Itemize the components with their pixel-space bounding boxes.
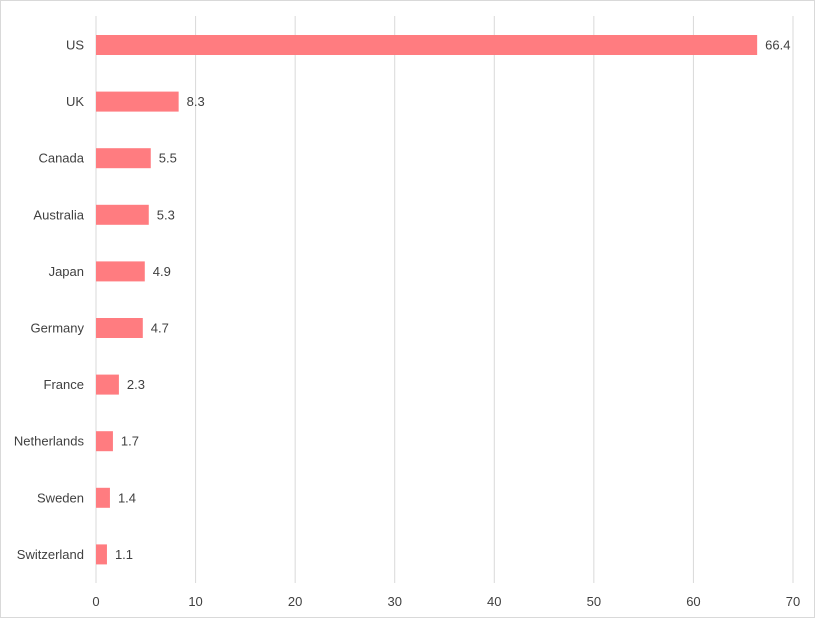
category-labels: US UK Canada Australia Japan Germany France Net… [14, 38, 85, 562]
data-label: 4.7 [151, 321, 169, 336]
data-label: 1.1 [115, 547, 133, 562]
category-label: France [44, 377, 84, 392]
bar [96, 318, 143, 338]
bar [96, 431, 113, 452]
category-label: Netherlands [14, 434, 85, 449]
gridlines [95, 16, 794, 583]
x-tick-label: 20 [288, 594, 302, 609]
data-label: 1.4 [118, 490, 136, 505]
category-label: Germany [31, 321, 85, 336]
bar [96, 148, 151, 169]
data-label: 66.4 [765, 38, 790, 53]
bars [96, 35, 758, 565]
x-tick-label: 30 [387, 594, 401, 609]
bar [96, 544, 107, 565]
category-label: Switzerland [17, 547, 84, 562]
data-labels: 66.4 8.3 5.5 5.3 4.9 4.7 2.3 1.7 1.4 1.1 [115, 38, 791, 562]
data-label: 2.3 [127, 377, 145, 392]
x-axis-tick-labels: 0 10 20 30 40 50 60 70 [92, 594, 800, 609]
category-label: Sweden [37, 490, 84, 505]
bar [96, 374, 119, 395]
bar [96, 204, 149, 225]
x-tick-label: 0 [92, 594, 99, 609]
x-tick-label: 10 [188, 594, 202, 609]
category-label: UK [66, 94, 84, 109]
data-label: 4.9 [153, 264, 171, 279]
x-tick-label: 60 [686, 594, 700, 609]
bar [96, 35, 758, 55]
data-label: 1.7 [121, 434, 139, 449]
data-label: 8.3 [187, 94, 205, 109]
bar [96, 487, 110, 508]
category-label: Canada [38, 151, 84, 166]
data-label: 5.3 [157, 207, 175, 222]
x-tick-label: 70 [786, 594, 800, 609]
bar [96, 261, 145, 282]
category-label: US [66, 38, 84, 53]
bar [96, 91, 179, 112]
x-tick-label: 40 [487, 594, 501, 609]
data-label: 5.5 [159, 151, 177, 166]
category-label: Australia [33, 207, 84, 222]
x-tick-label: 50 [587, 594, 601, 609]
category-label: Japan [49, 264, 84, 279]
